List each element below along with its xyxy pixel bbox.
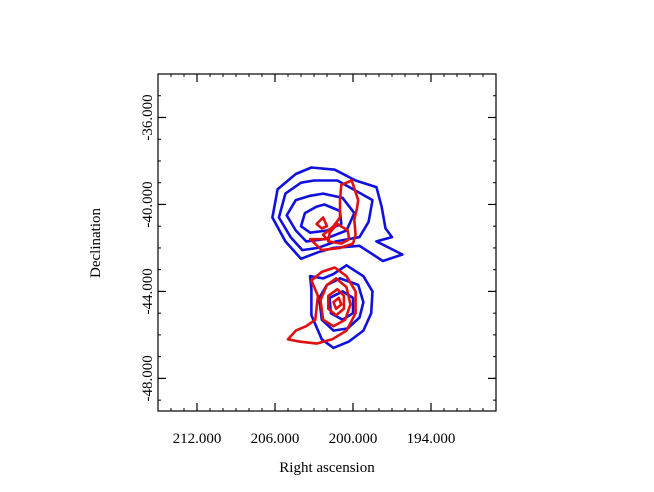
y-tick-label: -44.000 [140, 268, 156, 314]
x-tick-label: 194.000 [407, 431, 456, 447]
blue-contour-line [271, 166, 404, 263]
plot-frame [157, 73, 497, 412]
red-contour-line [315, 216, 329, 230]
y-tick-labels: -36.000 -40.000 -44.000 -48.000 [140, 94, 156, 401]
red-contour-line [308, 179, 360, 252]
x-tick-label: 200.000 [329, 431, 378, 447]
blue-contour-line [277, 179, 374, 252]
contour-lines [271, 166, 404, 350]
blue-contour-line [308, 263, 374, 350]
x-tick-label: 212.000 [173, 431, 222, 447]
red-contour-line [319, 277, 352, 328]
red-contour-line [286, 266, 357, 345]
blue-contour-line [285, 192, 356, 243]
x-axis-label: Right ascension [279, 460, 375, 476]
x-tick-label: 206.000 [251, 431, 300, 447]
y-axis-label: Declination [88, 208, 104, 278]
red-contour-line [326, 287, 346, 317]
minor-ticks [157, 73, 497, 411]
x-tick-labels: 212.000 206.000 200.000 194.000 [173, 431, 456, 447]
red-contour-line [326, 222, 351, 245]
y-tick-label: -36.000 [140, 94, 156, 140]
y-tick-label: -40.000 [140, 181, 156, 227]
red-contour-line [332, 296, 343, 311]
major-ticks [158, 74, 496, 411]
y-tick-label: -48.000 [140, 355, 156, 401]
